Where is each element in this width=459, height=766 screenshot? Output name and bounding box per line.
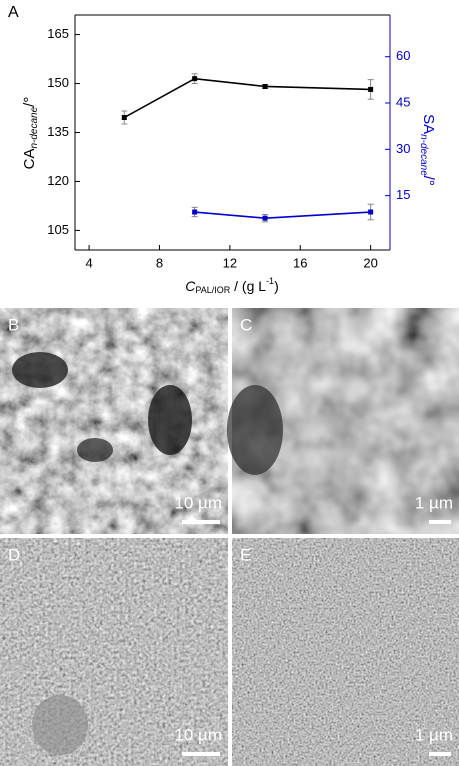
x-tick-label: 8 [156,255,163,270]
scale-bar-label: 10 µm [174,725,222,744]
series-line [194,211,371,219]
y-label-sub: n-decane [29,106,40,148]
data-point [368,209,374,215]
pore [227,385,283,475]
panel-label: D [8,545,20,564]
x-label-end: ) [274,278,279,294]
y2-axis-label: SAn-decane/° [418,114,437,186]
chart-panel: A CAn-decane/° SAn-decane/° CPAL/IOR / (… [8,4,437,295]
data-point [368,86,374,92]
data-point [262,83,268,89]
x-label-main: C [185,278,196,294]
panel-label: B [8,315,19,334]
x-label-unit: / (g L [230,278,266,294]
scale-bar [182,520,220,524]
y2-label-sub: n-decane [418,134,429,176]
x-tick-label: 4 [85,255,92,270]
sem-image [232,538,459,766]
panel-label: C [240,315,252,334]
pore [148,385,192,455]
y2-tick-label: 30 [396,141,410,156]
y-tick-label: 165 [47,26,69,41]
scale-bar [429,520,451,524]
y-label-unit: /° [21,97,38,107]
x-tick-label: 20 [363,255,377,270]
panel-label: E [240,545,251,564]
series-line [123,77,371,119]
y-axis-label: CAn-decane/° [21,97,40,170]
pore [12,352,68,388]
y-tick-label: 105 [47,222,69,237]
y2-tick-label: 45 [396,94,410,109]
y2-label-main: SA [420,114,437,134]
panel-label: A [8,4,19,21]
scale-bar-label: 10 µm [174,493,222,512]
x-label-sup: -1 [266,276,274,286]
scale-bar [182,752,220,756]
particle [32,695,88,755]
x-axis-label: CPAL/IOR / (g L-1) [185,276,278,295]
y2-tick-label: 15 [396,187,410,202]
y-tick-label: 150 [47,75,69,90]
y2-tick-label: 60 [396,48,410,63]
y-tick-label: 120 [47,173,69,188]
data-point [192,209,198,215]
y2-label-unit: /° [420,176,437,186]
data-point [262,215,268,221]
y-label-main: CA [21,149,38,170]
sem-images [0,308,459,766]
data-point [121,114,127,120]
data-point [192,76,198,82]
scale-bar-label: 1 µm [415,493,453,512]
x-label-sub: PAL/IOR [195,285,230,295]
y-tick-label: 135 [47,124,69,139]
scale-bar-label: 1 µm [415,725,453,744]
x-tick-label: 16 [293,255,307,270]
x-tick-label: 12 [223,255,237,270]
scale-bar [429,752,451,756]
pore [77,438,113,462]
